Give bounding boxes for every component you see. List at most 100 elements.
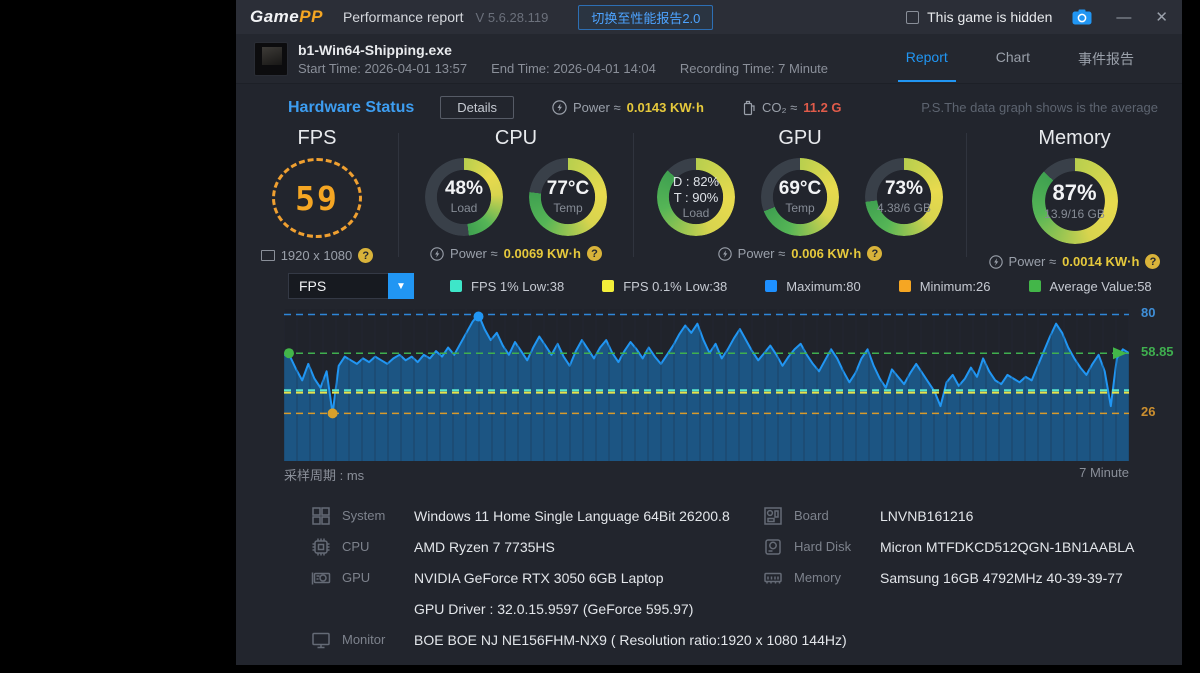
cpu-title: CPU: [494, 127, 538, 149]
power-icon: [988, 254, 1003, 269]
gpu-power-value: 0.006 KW·h: [791, 246, 862, 261]
harddisk-row: Hard Disk Micron MTFDKCD512QGN-1BN1AABLA: [760, 531, 1182, 562]
gpu-driver-row: GPU Driver : 32.0.15.9597 (GeForce 595.9…: [414, 600, 694, 617]
memory-power-help-icon[interactable]: ?: [1145, 254, 1161, 269]
fps-help-icon[interactable]: ?: [358, 248, 374, 263]
legend-swatch: [1028, 280, 1041, 292]
gpu-power-label: Power ≈: [737, 246, 786, 261]
memory-power-label: Power ≈: [1008, 254, 1057, 269]
fps-title: FPS: [297, 127, 337, 149]
report-tabs: Report Chart 事件报告: [897, 43, 1164, 82]
gpu-row: GPU NVIDIA GeForce RTX 3050 6GB Laptop: [308, 562, 760, 593]
cpu-icon: [312, 538, 330, 555]
legend-minimum: Minimum:26: [898, 279, 991, 294]
cpu-row: CPU AMD Ryzen 7 7735HS: [308, 531, 760, 562]
minimize-button[interactable]: —: [1116, 8, 1132, 26]
end-time: End Time: 2026-04-01 14:04: [491, 60, 656, 76]
power-label: Power ≈: [573, 100, 621, 115]
legend-average: Average Value:58: [1028, 279, 1152, 294]
switch-report-2-button[interactable]: 切换至性能报告2.0: [578, 4, 714, 30]
power-value: 0.0143 KW·h: [626, 100, 704, 115]
legend-swatch: [765, 280, 778, 292]
gpu-icon: [311, 572, 331, 584]
cpu-power-help-icon[interactable]: ?: [586, 246, 602, 261]
monitor-small-icon: [260, 250, 275, 261]
gpu-temp-gauge: 69°C Temp: [761, 158, 839, 236]
duration-label: 7 Minute: [1079, 465, 1129, 480]
tab-chart[interactable]: Chart: [995, 48, 1030, 65]
co2-icon: [743, 100, 755, 115]
average-note: P.S.The data graph shows is the average: [921, 100, 1158, 115]
hardware-status-row: Hardware Status Details Power ≈ 0.0143 K…: [236, 84, 1182, 125]
chevron-down-icon[interactable]: ▼: [388, 273, 414, 299]
cpu-power-label: Power ≈: [450, 246, 498, 261]
hide-game-label: This game is hidden: [927, 9, 1053, 25]
screenshot-camera-icon[interactable]: [1072, 9, 1092, 25]
fps-section: FPS 59 1920 x 1080 ?: [236, 127, 398, 263]
sampling-period-label: 采样周期 : ms: [284, 468, 365, 483]
tab-report[interactable]: Report: [897, 43, 956, 82]
chart-legend: FPS 1% Low:38 FPS 0.1% Low:38 Maximum:80…: [450, 279, 1152, 294]
gamepp-window: GamePP Performance report V 5.6.28.119 切…: [236, 0, 1182, 665]
axis-label-58.85: 58.85: [1141, 344, 1174, 359]
legend-swatch: [602, 280, 615, 292]
cpu-power-value: 0.0069 KW·h: [503, 246, 581, 261]
co2-group: CO₂ ≈ 11.2 G: [742, 100, 842, 116]
system-row: System Windows 11 Home Single Language 6…: [308, 500, 760, 531]
fps-area-chart[interactable]: 80 58.85 26: [283, 305, 1174, 461]
co2-label: CO₂ ≈: [761, 100, 798, 115]
chart-captions: 采样周期 : ms 7 Minute: [284, 465, 1129, 484]
axis-label-26: 26: [1141, 404, 1156, 419]
system-icon: [312, 506, 330, 525]
memory-section: Memory 87% 13.9/16 GB Power ≈ 0.0014 KW·h…: [967, 127, 1182, 269]
gpu-power-help-icon[interactable]: ?: [867, 246, 883, 261]
hardware-status-title: Hardware Status: [288, 98, 415, 116]
gauges-row: FPS 59 1920 x 1080 ? CPU 48% Load 77°C Tem: [236, 125, 1182, 269]
memory-title: Memory: [1038, 127, 1111, 149]
legend-fps-01-low: FPS 0.1% Low:38: [602, 279, 727, 294]
legend-fps-1-low: FPS 1% Low:38: [450, 279, 564, 294]
gpu-title: GPU: [778, 127, 822, 149]
board-icon: [764, 506, 782, 525]
harddisk-icon: [765, 538, 781, 555]
metric-dropdown-value[interactable]: FPS: [288, 273, 388, 299]
fps-gauge: 59: [272, 158, 362, 238]
monitor-icon: [312, 632, 330, 648]
recording-time: Recording Time: 7 Minute: [679, 60, 829, 76]
memory-usage-gauge: 87% 13.9/16 GB: [1031, 158, 1118, 244]
power-icon: [430, 246, 444, 261]
axis-label-80: 80: [1141, 305, 1156, 320]
total-power-group: Power ≈ 0.0143 KW·h: [552, 100, 704, 115]
memory-row: Memory Samsung 16GB 4792MHz 40-39-39-77: [760, 562, 1182, 593]
power-icon: [717, 246, 732, 261]
co2-value: 11.2 G: [803, 100, 842, 115]
chart-controls-row: FPS ▼ FPS 1% Low:38 FPS 0.1% Low:38 Maxi…: [236, 263, 1182, 299]
details-button[interactable]: Details: [440, 96, 515, 119]
legend-swatch: [450, 280, 462, 292]
gpu-section: GPU D : 82% T : 90% Load 69°C Temp 73% 4.38/…: [634, 127, 966, 263]
system-info: System Windows 11 Home Single Language 6…: [308, 500, 1182, 655]
close-button[interactable]: ✕: [1155, 8, 1168, 26]
legend-maximum: Maximum:80: [765, 279, 861, 294]
legend-swatch: [898, 280, 911, 292]
exe-name: b1-Win64-Shipping.exe: [298, 41, 452, 58]
fps-resolution: 1920 x 1080: [280, 248, 353, 263]
cpu-temp-gauge: 77°C Temp: [529, 158, 607, 236]
gamepp-logo: GamePP: [250, 7, 323, 26]
memory-power-value: 0.0014 KW·h: [1062, 254, 1140, 269]
start-time: Start Time: 2026-04-01 13:57: [298, 60, 468, 76]
power-icon: [552, 100, 567, 115]
gpu-vram-gauge: 73% 4.38/6 GB: [865, 158, 943, 236]
memory-icon: [764, 572, 782, 583]
tab-event-report[interactable]: 事件报告: [1078, 50, 1134, 67]
cpu-load-gauge: 48% Load: [425, 158, 503, 236]
report-header: b1-Win64-Shipping.exe Start Time: 2026-0…: [236, 34, 1182, 84]
game-thumbnail: [254, 41, 288, 76]
section-divider: [966, 133, 967, 257]
board-row: Board LNVNB161216: [760, 500, 1182, 531]
section-divider: [633, 133, 634, 257]
section-divider: [398, 133, 399, 257]
cpu-section: CPU 48% Load 77°C Temp Power ≈ 0.0069 KW·h…: [399, 127, 633, 263]
metric-dropdown[interactable]: FPS ▼: [288, 273, 414, 299]
hide-game-checkbox[interactable]: [906, 10, 920, 24]
